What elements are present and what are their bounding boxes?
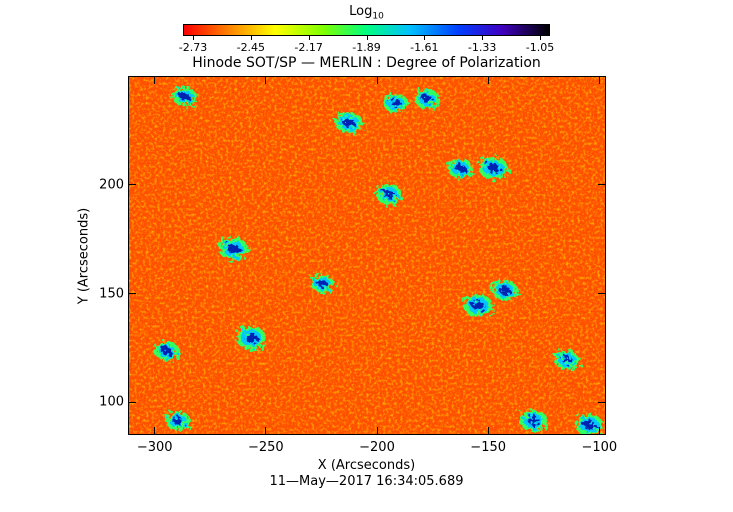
polarization-patch-core (244, 333, 258, 343)
x-tick-mark (154, 427, 156, 435)
colorbar (183, 24, 550, 36)
colorbar-title-main: Log (349, 4, 373, 19)
plot-title: Hinode SOT/SP — MERLIN : Degree of Polar… (192, 55, 541, 71)
x-tick-mark (376, 427, 378, 435)
colorbar-title: Log10 (0, 4, 733, 22)
polarization-patch-core (179, 92, 190, 101)
y-tick-mark (598, 293, 606, 295)
y-tick-mark (598, 184, 606, 186)
y-tick-label: 150 (99, 286, 124, 302)
x-tick-label: −250 (247, 440, 284, 455)
x-tick-mark (487, 76, 489, 84)
colorbar-tick-mark (366, 36, 368, 40)
y-tick-mark (128, 184, 136, 186)
polarization-patch-core (172, 416, 184, 425)
x-tick-mark (154, 76, 156, 84)
x-tick-label: −150 (470, 440, 507, 455)
colorbar-tick-label: -2.73 (178, 41, 208, 54)
heatmap (129, 77, 605, 434)
polarization-patch-core (227, 244, 240, 254)
colorbar-tick-mark (250, 36, 252, 40)
x-tick-label: −200 (359, 440, 395, 455)
polarization-patch-core (499, 286, 511, 295)
polarization-patch-core (317, 280, 328, 288)
x-tick-label: −300 (136, 440, 173, 455)
x-tick-label: −100 (581, 440, 618, 455)
y-tick-mark (128, 293, 136, 295)
colorbar-title-subscript: 10 (372, 11, 384, 22)
x-tick-mark (598, 427, 600, 435)
y-axis-label: Y (Arcseconds) (76, 207, 92, 305)
x-tick-mark (265, 76, 267, 84)
polarization-patch-core (561, 356, 573, 364)
colorbar-tick-label: -1.33 (467, 41, 497, 54)
colorbar-tick-label: -1.89 (352, 41, 381, 54)
polarization-patch-core (527, 416, 540, 426)
colorbar-tick-mark (424, 36, 426, 40)
y-tick-mark (598, 401, 606, 403)
colorbar-tick-mark (482, 36, 484, 40)
colorbar-tick-label: -2.45 (236, 41, 266, 54)
x-tick-mark (598, 76, 600, 84)
polarization-patch-core (487, 163, 500, 173)
colorbar-tick-label: -1.05 (525, 41, 555, 54)
polarization-patch-core (343, 118, 356, 127)
x-axis-label: X (Arcseconds) (317, 458, 416, 473)
y-tick-mark (128, 401, 136, 403)
x-tick-mark (376, 76, 378, 84)
x-tick-mark (265, 427, 267, 435)
colorbar-tick-label: -2.17 (294, 41, 323, 54)
polarization-patch-core (383, 190, 395, 199)
polarization-patch-core (421, 94, 433, 103)
polarization-patch-core (454, 164, 466, 173)
timestamp: 11—May—2017 16:34:05.689 (269, 474, 464, 489)
polarization-patch-core (161, 347, 173, 355)
polarization-patch-core (583, 420, 596, 430)
x-tick-mark (487, 427, 489, 435)
polarization-patch-core (390, 99, 402, 107)
y-tick-label: 100 (99, 394, 124, 410)
colorbar-tick-mark (540, 36, 541, 40)
colorbar-tick-mark (308, 36, 310, 40)
plot-area (128, 76, 606, 435)
polarization-patch-core (471, 300, 485, 310)
y-tick-label: 200 (99, 177, 124, 193)
colorbar-tick-label: -1.61 (410, 41, 439, 54)
colorbar-tick-mark (193, 36, 194, 40)
